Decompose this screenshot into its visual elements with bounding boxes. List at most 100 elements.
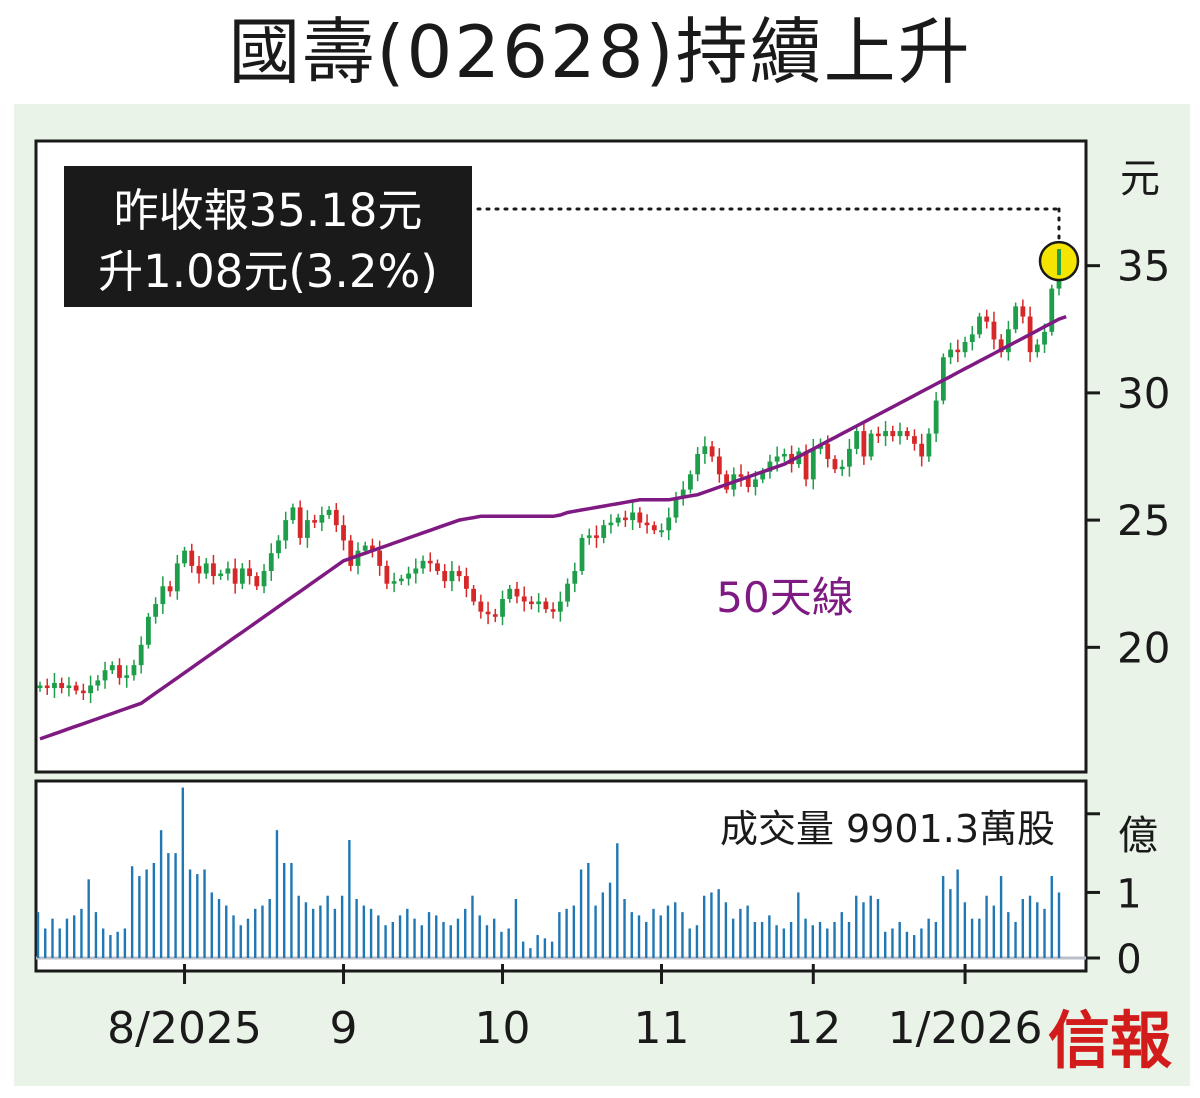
- volume-bar: [695, 925, 699, 958]
- volume-bar: [941, 876, 945, 958]
- candle-body: [550, 609, 556, 612]
- volume-bar: [927, 918, 930, 958]
- volume-bar: [999, 876, 1003, 958]
- candle-body: [514, 588, 520, 597]
- candle-body: [557, 601, 563, 612]
- candle-body: [95, 680, 101, 686]
- volume-bar: [710, 892, 713, 958]
- candle-body: [688, 474, 693, 490]
- candle-body: [608, 522, 614, 526]
- candle-body: [1006, 329, 1011, 353]
- candle-body: [485, 611, 491, 615]
- candle-body: [348, 540, 354, 566]
- volume-bar: [478, 915, 481, 958]
- candle-body: [247, 568, 252, 577]
- volume-bar: [116, 931, 119, 958]
- volume-bar: [420, 925, 423, 958]
- candle-body: [680, 489, 686, 498]
- volume-bar: [159, 830, 163, 958]
- candle-body: [883, 431, 888, 437]
- volume-unit-label: 億: [1118, 813, 1158, 859]
- volume-bar: [702, 895, 706, 958]
- candle-body: [738, 474, 744, 477]
- volume-bar: [333, 908, 337, 958]
- candle-body: [203, 563, 209, 574]
- volume-bar: [311, 908, 315, 958]
- callout-line-1: 昨收報35.18元: [114, 184, 423, 237]
- candle-body: [904, 431, 910, 437]
- candle-body: [875, 433, 881, 437]
- volume-bar: [406, 908, 409, 958]
- volume-bar: [174, 853, 177, 958]
- candle-body: [218, 573, 224, 577]
- volume-bar: [123, 928, 127, 958]
- volume-bar: [797, 892, 800, 958]
- volume-bar: [254, 908, 257, 958]
- candle-body: [66, 685, 72, 689]
- volume-bar: [920, 928, 923, 958]
- candle-body: [601, 525, 607, 538]
- candle-body: [492, 614, 498, 617]
- candle-body: [283, 520, 289, 541]
- volume-bar: [167, 853, 170, 958]
- volume-bar: [811, 925, 815, 958]
- candle-body: [449, 570, 455, 582]
- volume-bar: [934, 921, 938, 958]
- candle-body: [637, 512, 643, 523]
- ma50-label: 50天線: [716, 573, 853, 622]
- candle-body: [478, 601, 484, 612]
- volume-bar: [268, 899, 271, 958]
- volume-bar: [73, 915, 76, 958]
- price-tick-label: 35: [1117, 242, 1170, 291]
- candle-body: [854, 431, 860, 449]
- candle-body: [955, 349, 961, 353]
- price-axis: 20 25 30 35: [1086, 242, 1170, 672]
- candle-body: [810, 448, 816, 480]
- volume-bar: [840, 912, 843, 958]
- candle-body: [333, 509, 339, 526]
- volume-bar: [36, 912, 40, 958]
- volume-bar: [384, 925, 387, 958]
- volume-bar: [326, 895, 329, 958]
- volume-bar: [456, 918, 460, 958]
- volume-bar: [543, 938, 547, 958]
- candle-body: [767, 461, 773, 472]
- candle-body: [1013, 306, 1019, 330]
- volume-bar: [645, 921, 648, 958]
- volume-bar: [862, 902, 865, 958]
- candle-body: [586, 535, 592, 538]
- page-title: 國壽(02628)持續上升: [228, 10, 972, 94]
- candle-body: [73, 685, 79, 691]
- candle-body: [1042, 331, 1047, 345]
- volume-bar: [594, 905, 597, 958]
- candle-body: [211, 563, 216, 577]
- volume-bar: [1007, 912, 1010, 958]
- volume-bar: [1050, 876, 1053, 958]
- volume-bar: [681, 912, 684, 958]
- candle-body: [630, 512, 636, 521]
- candle-body: [427, 560, 433, 564]
- candle-body: [803, 451, 809, 480]
- volume-bar: [847, 921, 851, 958]
- candle-body: [615, 517, 621, 523]
- volume-bar: [355, 899, 358, 958]
- volume-bar: [782, 928, 786, 958]
- candle-body: [666, 517, 672, 531]
- candle-body: [991, 321, 997, 340]
- candle-body: [102, 670, 108, 681]
- price-tick-label: 20: [1117, 623, 1170, 672]
- date-tick-label: 1/2026: [888, 1003, 1043, 1054]
- volume-bar: [572, 905, 576, 958]
- candle-body: [254, 576, 260, 587]
- candle-body: [146, 616, 151, 645]
- candle-body: [897, 431, 903, 437]
- volume-bar: [101, 928, 105, 958]
- candle-body: [529, 601, 534, 605]
- candle-body: [44, 685, 50, 689]
- volume-bar: [145, 869, 148, 958]
- candle-body: [174, 563, 180, 592]
- volume-bar: [435, 915, 438, 958]
- volume-bar: [58, 928, 61, 958]
- candle-body: [109, 665, 115, 671]
- candle-body: [124, 675, 130, 678]
